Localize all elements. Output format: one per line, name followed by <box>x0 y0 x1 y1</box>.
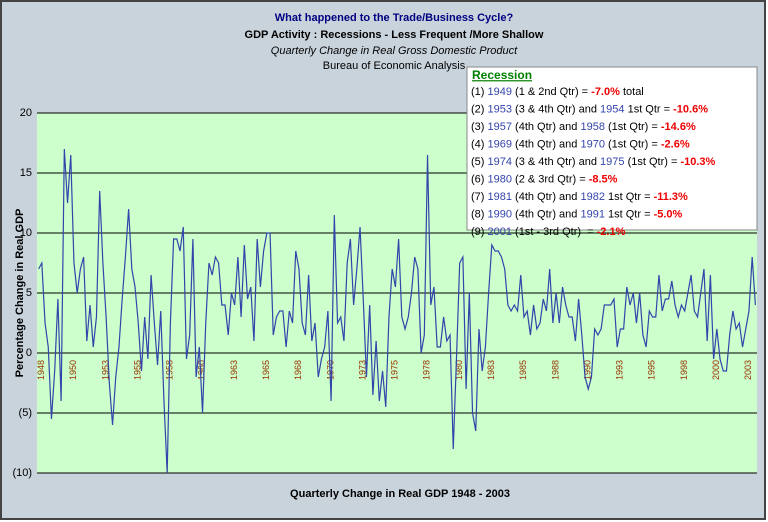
x-tick-label: 1950 <box>68 360 78 380</box>
legend-text: 1954 <box>600 103 624 115</box>
legend-text: 1st Qtr = <box>605 191 654 203</box>
legend-text: 1958 <box>580 121 604 133</box>
legend-text: -14.6% <box>661 121 696 133</box>
legend-text: -10.3% <box>680 156 715 168</box>
x-tick-label: 1948 <box>36 360 46 380</box>
legend-text: 1990 <box>488 208 512 220</box>
x-tick-label: 1975 <box>390 360 400 380</box>
x-tick-label: 1985 <box>518 360 528 380</box>
legend-text: 1957 <box>488 121 512 133</box>
y-tick-label: (10) <box>12 467 32 479</box>
legend-text: 1949 <box>488 86 512 98</box>
legend-text: (4th Qtr) and <box>512 208 580 220</box>
y-tick-label: 5 <box>26 287 32 299</box>
legend-text: -8.5% <box>589 173 618 185</box>
legend-text: (9) <box>471 226 488 238</box>
legend-entry: (9) 2001 (1st - 3rd Qtr) = -2.1% <box>471 226 626 238</box>
legend-text: -11.3% <box>654 191 688 203</box>
legend-text: 1969 <box>488 138 512 150</box>
x-tick-label: 1968 <box>293 360 303 380</box>
legend-text: (1) <box>471 86 488 98</box>
legend-text: 1982 <box>580 191 604 203</box>
x-tick-label: 1990 <box>582 360 592 380</box>
legend-box <box>466 66 758 231</box>
note: Quarterly Change in Real Gross Domestic … <box>271 45 518 57</box>
x-tick-label: 1993 <box>615 360 625 380</box>
legend-text: (1st Qtr) = <box>605 121 661 133</box>
legend-text: (3 & 4th Qtr) and <box>512 156 600 168</box>
legend-text: 1st Qtr = <box>625 103 674 115</box>
x-tick-label: 1955 <box>132 360 142 380</box>
legend-text: (1st - 3rd Qtr) = <box>512 226 597 238</box>
y-axis-label: Percentage Change in Real GDP <box>14 209 26 378</box>
x-tick-label: 2003 <box>743 360 753 380</box>
series-line <box>38 148 756 474</box>
legend-text: 2001 <box>488 226 512 238</box>
legend-entry: (6) 1980 (2 & 3rd Qtr) = -8.5% <box>471 173 618 185</box>
legend-entry: (5) 1974 (3 & 4th Qtr) and 1975 (1st Qtr… <box>471 156 716 168</box>
legend-text: 1970 <box>580 138 604 150</box>
y-tick-label: 15 <box>20 167 32 179</box>
legend-entry: (4) 1969 (4th Qtr) and 1970 (1st Qtr) = … <box>471 138 690 150</box>
legend-text: 1981 <box>488 191 512 203</box>
legend-text: (8) <box>471 208 488 220</box>
x-axis-label: Quarterly Change in Real GDP 1948 - 2003 <box>290 488 510 500</box>
legend-text: 1991 <box>580 208 604 220</box>
legend-text: -10.6% <box>673 103 708 115</box>
legend-text: (4th Qtr) and <box>512 121 580 133</box>
legend-text: 1953 <box>488 103 512 115</box>
legend-text: 1980 <box>488 173 512 185</box>
x-tick-label: 1983 <box>486 360 496 380</box>
legend-text: (6) <box>471 173 488 185</box>
legend-text: -7.0% <box>591 86 620 98</box>
legend-entry: (7) 1981 (4th Qtr) and 1982 1st Qtr = -1… <box>471 191 688 203</box>
legend-entry: (8) 1990 (4th Qtr) and 1991 1st Qtr = -5… <box>471 208 683 220</box>
legend-text: (3 & 4th Qtr) and <box>512 103 600 115</box>
x-tick-label: 1988 <box>550 360 560 380</box>
legend-text: -5.0% <box>654 208 683 220</box>
legend-entry: (2) 1953 (3 & 4th Qtr) and 1954 1st Qtr … <box>471 103 708 115</box>
x-tick-label: 1995 <box>647 360 657 380</box>
chart-title: What happened to the Trade/Business Cycl… <box>275 12 514 24</box>
legend-text: (4th Qtr) and <box>512 138 580 150</box>
x-tick-label: 1953 <box>100 360 110 380</box>
x-tick-label: 1978 <box>422 360 432 380</box>
legend-text: (2 & 3rd Qtr) = <box>512 173 589 185</box>
legend-text: total <box>620 86 644 98</box>
legend-text: 1st Qtr = <box>605 208 654 220</box>
legend-title: Recession <box>472 68 532 82</box>
legend-text: (2) <box>471 103 488 115</box>
x-tick-label: 1965 <box>261 360 271 380</box>
legend-text: 1975 <box>600 156 624 168</box>
y-tick-label: (5) <box>19 407 32 419</box>
x-tick-label: 1960 <box>197 360 207 380</box>
legend-text: (4th Qtr) and <box>512 191 580 203</box>
note: Bureau of Economic Analysis <box>323 60 466 72</box>
y-tick-label: 10 <box>20 227 32 239</box>
legend-text: (4) <box>471 138 488 150</box>
x-tick-label: 2000 <box>711 360 721 380</box>
legend-text: (3) <box>471 121 488 133</box>
y-tick-label: 20 <box>20 107 32 119</box>
legend-text: (7) <box>471 191 488 203</box>
y-tick-label: 0 <box>26 347 32 359</box>
subtitle: GDP Activity : Recessions - Less Frequen… <box>245 29 544 41</box>
x-tick-label: 1980 <box>454 360 464 380</box>
legend-text: (1 & 2nd Qtr) = <box>512 86 591 98</box>
x-tick-label: 1998 <box>679 360 689 380</box>
x-tick-label: 1973 <box>357 360 367 380</box>
legend-text: (1st Qtr) = <box>605 138 661 150</box>
legend-text: -2.1% <box>597 226 626 238</box>
x-tick-label: 1963 <box>229 360 239 380</box>
legend-entry: (1) 1949 (1 & 2nd Qtr) = -7.0% total <box>471 86 644 98</box>
legend-entry: (3) 1957 (4th Qtr) and 1958 (1st Qtr) = … <box>471 121 696 133</box>
legend-text: (1st Qtr) = <box>625 156 681 168</box>
legend-text: 1974 <box>488 156 512 168</box>
legend-text: -2.6% <box>661 138 690 150</box>
legend-text: (5) <box>471 156 488 168</box>
